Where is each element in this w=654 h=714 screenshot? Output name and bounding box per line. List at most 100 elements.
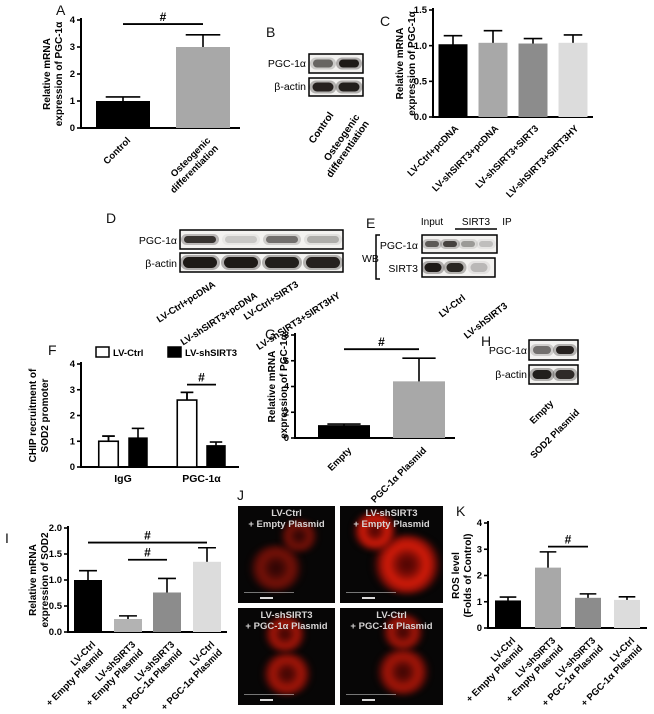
blot-band <box>470 263 488 272</box>
blot-band-halo <box>458 239 478 249</box>
panel-label-i: I <box>5 530 9 546</box>
y-axis-label: Relative mRNA <box>267 351 278 423</box>
y-tick-label: 4 <box>284 382 290 393</box>
y-axis-label: CHIP recruitment of <box>28 368 39 462</box>
y-tick-label: 0.0 <box>414 112 427 123</box>
y-tick-label: 1 <box>70 436 76 447</box>
panel-label-d: D <box>106 210 117 226</box>
lane-label: LV-Ctrl <box>437 293 468 320</box>
blot-row-label: β-actin <box>145 258 177 270</box>
blot-band <box>532 370 552 379</box>
panel-label-k: K <box>456 503 466 519</box>
x-category-label: PGC-1α Plasmid <box>369 445 429 505</box>
fluorescent-cell <box>261 652 314 696</box>
fluorescent-cell <box>381 613 426 650</box>
micro-image: LV-shSIRT3 + PGC-1α Plasmid <box>238 608 335 705</box>
scale-bar <box>362 596 375 599</box>
y-tick-label: 4 <box>477 518 483 529</box>
blot-panel-e: Input SIRT3 IPWBPGC-1αSIRT3LV-CtrlLV-shSIR… <box>362 217 512 341</box>
y-tick-label: 2 <box>70 69 75 80</box>
bar <box>478 42 508 117</box>
y-tick-label: 1.0 <box>414 41 427 52</box>
y-tick-label: 0 <box>284 433 289 444</box>
bar <box>74 580 102 632</box>
scale-bar <box>362 698 375 701</box>
y-tick-label: 2.0 <box>49 523 62 534</box>
blot-band <box>339 59 359 68</box>
blot-box <box>421 234 498 254</box>
blot-band <box>461 241 475 247</box>
sig-label: # <box>160 10 167 24</box>
scale-bar-text-line <box>244 591 294 593</box>
y-tick-label: 3 <box>70 385 75 396</box>
y-axis-label: expression of PGC-1α <box>279 333 290 438</box>
micro-image-label: LV-shSIRT3 + PGC-1α Plasmid <box>245 610 328 633</box>
micro-image: LV-shSIRT3 + Empty Plasmid <box>340 506 443 603</box>
blot-band <box>183 257 217 268</box>
x-category-label: LV-shSIRT3+pcDNA <box>430 123 501 194</box>
y-tick-label: 2 <box>284 407 289 418</box>
y-axis-label: expression of PGC-1α <box>407 10 418 115</box>
panel-label-g: G <box>265 326 276 342</box>
y-tick-label: 3 <box>70 42 75 53</box>
panel-label-e: E <box>366 215 376 231</box>
bar <box>128 437 148 467</box>
y-tick-label: 8 <box>284 330 289 341</box>
x-category-label: IgG <box>114 473 132 485</box>
y-tick-label: 0.5 <box>414 77 428 88</box>
bar <box>176 47 230 128</box>
bar <box>318 425 370 438</box>
blot-band-halo <box>222 234 260 245</box>
bar <box>193 561 221 632</box>
chart-panel-a: 0 1 2 3 4 Relative mRNA expression of PGC-1α # C… <box>42 10 240 196</box>
bar <box>176 399 198 468</box>
panel-label-f: F <box>48 342 57 358</box>
micro-image-label: LV-Ctrl + Empty Plasmid <box>248 508 325 531</box>
y-tick-label: 4 <box>70 15 76 26</box>
blot-header-label: SIRT3 <box>462 217 491 228</box>
y-axis-label: SOD2 promoter <box>40 378 51 452</box>
y-tick-label: 2 <box>70 411 75 422</box>
blot-box <box>528 339 579 361</box>
blot-row-label: β-actin <box>495 369 527 381</box>
bar <box>614 599 640 628</box>
blot-box <box>308 53 364 74</box>
bar <box>206 445 226 467</box>
fluorescent-cell <box>263 615 308 652</box>
scale-bar <box>260 596 273 599</box>
y-axis-label: ROS level <box>451 552 462 599</box>
micro-image-label: LV-shSIRT3 + Empty Plasmid <box>353 508 430 531</box>
bar <box>575 597 601 628</box>
x-category-label: Osteogenicdifferentiation <box>161 135 221 195</box>
blot-row-label: SIRT3 <box>388 263 418 275</box>
legend-label: LV-shSIRT3 <box>185 348 237 359</box>
y-tick-label: 1.5 <box>49 549 63 560</box>
chart-panel-i: 0.0 0.5 1.0 1.5 2.0 Relative mRNA expression o… <box>28 523 227 713</box>
blot-panel-d: PGC-1αβ-actinLV-Ctrl+pcDNALV-shSIRT3+pcD… <box>139 229 344 353</box>
y-tick-label: 1.0 <box>49 575 62 586</box>
lane-label: LV-Ctrl+pcDNA <box>155 279 218 325</box>
blot-band <box>313 59 333 68</box>
sig-label: # <box>378 335 385 349</box>
blot-row-label: PGC-1α <box>268 58 306 70</box>
lane-label: Control <box>307 110 337 146</box>
x-category-label: LV-shSIRT3+SIRT3HY <box>504 123 581 200</box>
scale-bar-text-line <box>244 693 294 695</box>
micro-image: LV-Ctrl + Empty Plasmid <box>238 506 335 603</box>
blot-band-halo <box>476 239 496 249</box>
blot-row-label: β-actin <box>274 81 306 93</box>
scale-bar-text-line <box>346 591 396 593</box>
blot-box <box>179 252 344 273</box>
y-tick-label: 4 <box>70 359 76 370</box>
blot-band <box>425 241 439 247</box>
legend-swatch <box>95 346 110 358</box>
lane-label: Empty <box>528 398 557 427</box>
y-axis-label: expression of PGC-1α <box>54 21 65 126</box>
y-tick-label: 0 <box>477 623 482 634</box>
wb-bracket <box>375 234 380 280</box>
bar <box>153 592 181 632</box>
blot-band <box>266 236 298 243</box>
blot-band <box>533 346 551 354</box>
blot-panel-b: PGC-1αβ-actinControlOsteogenicdifferenti… <box>268 53 372 180</box>
